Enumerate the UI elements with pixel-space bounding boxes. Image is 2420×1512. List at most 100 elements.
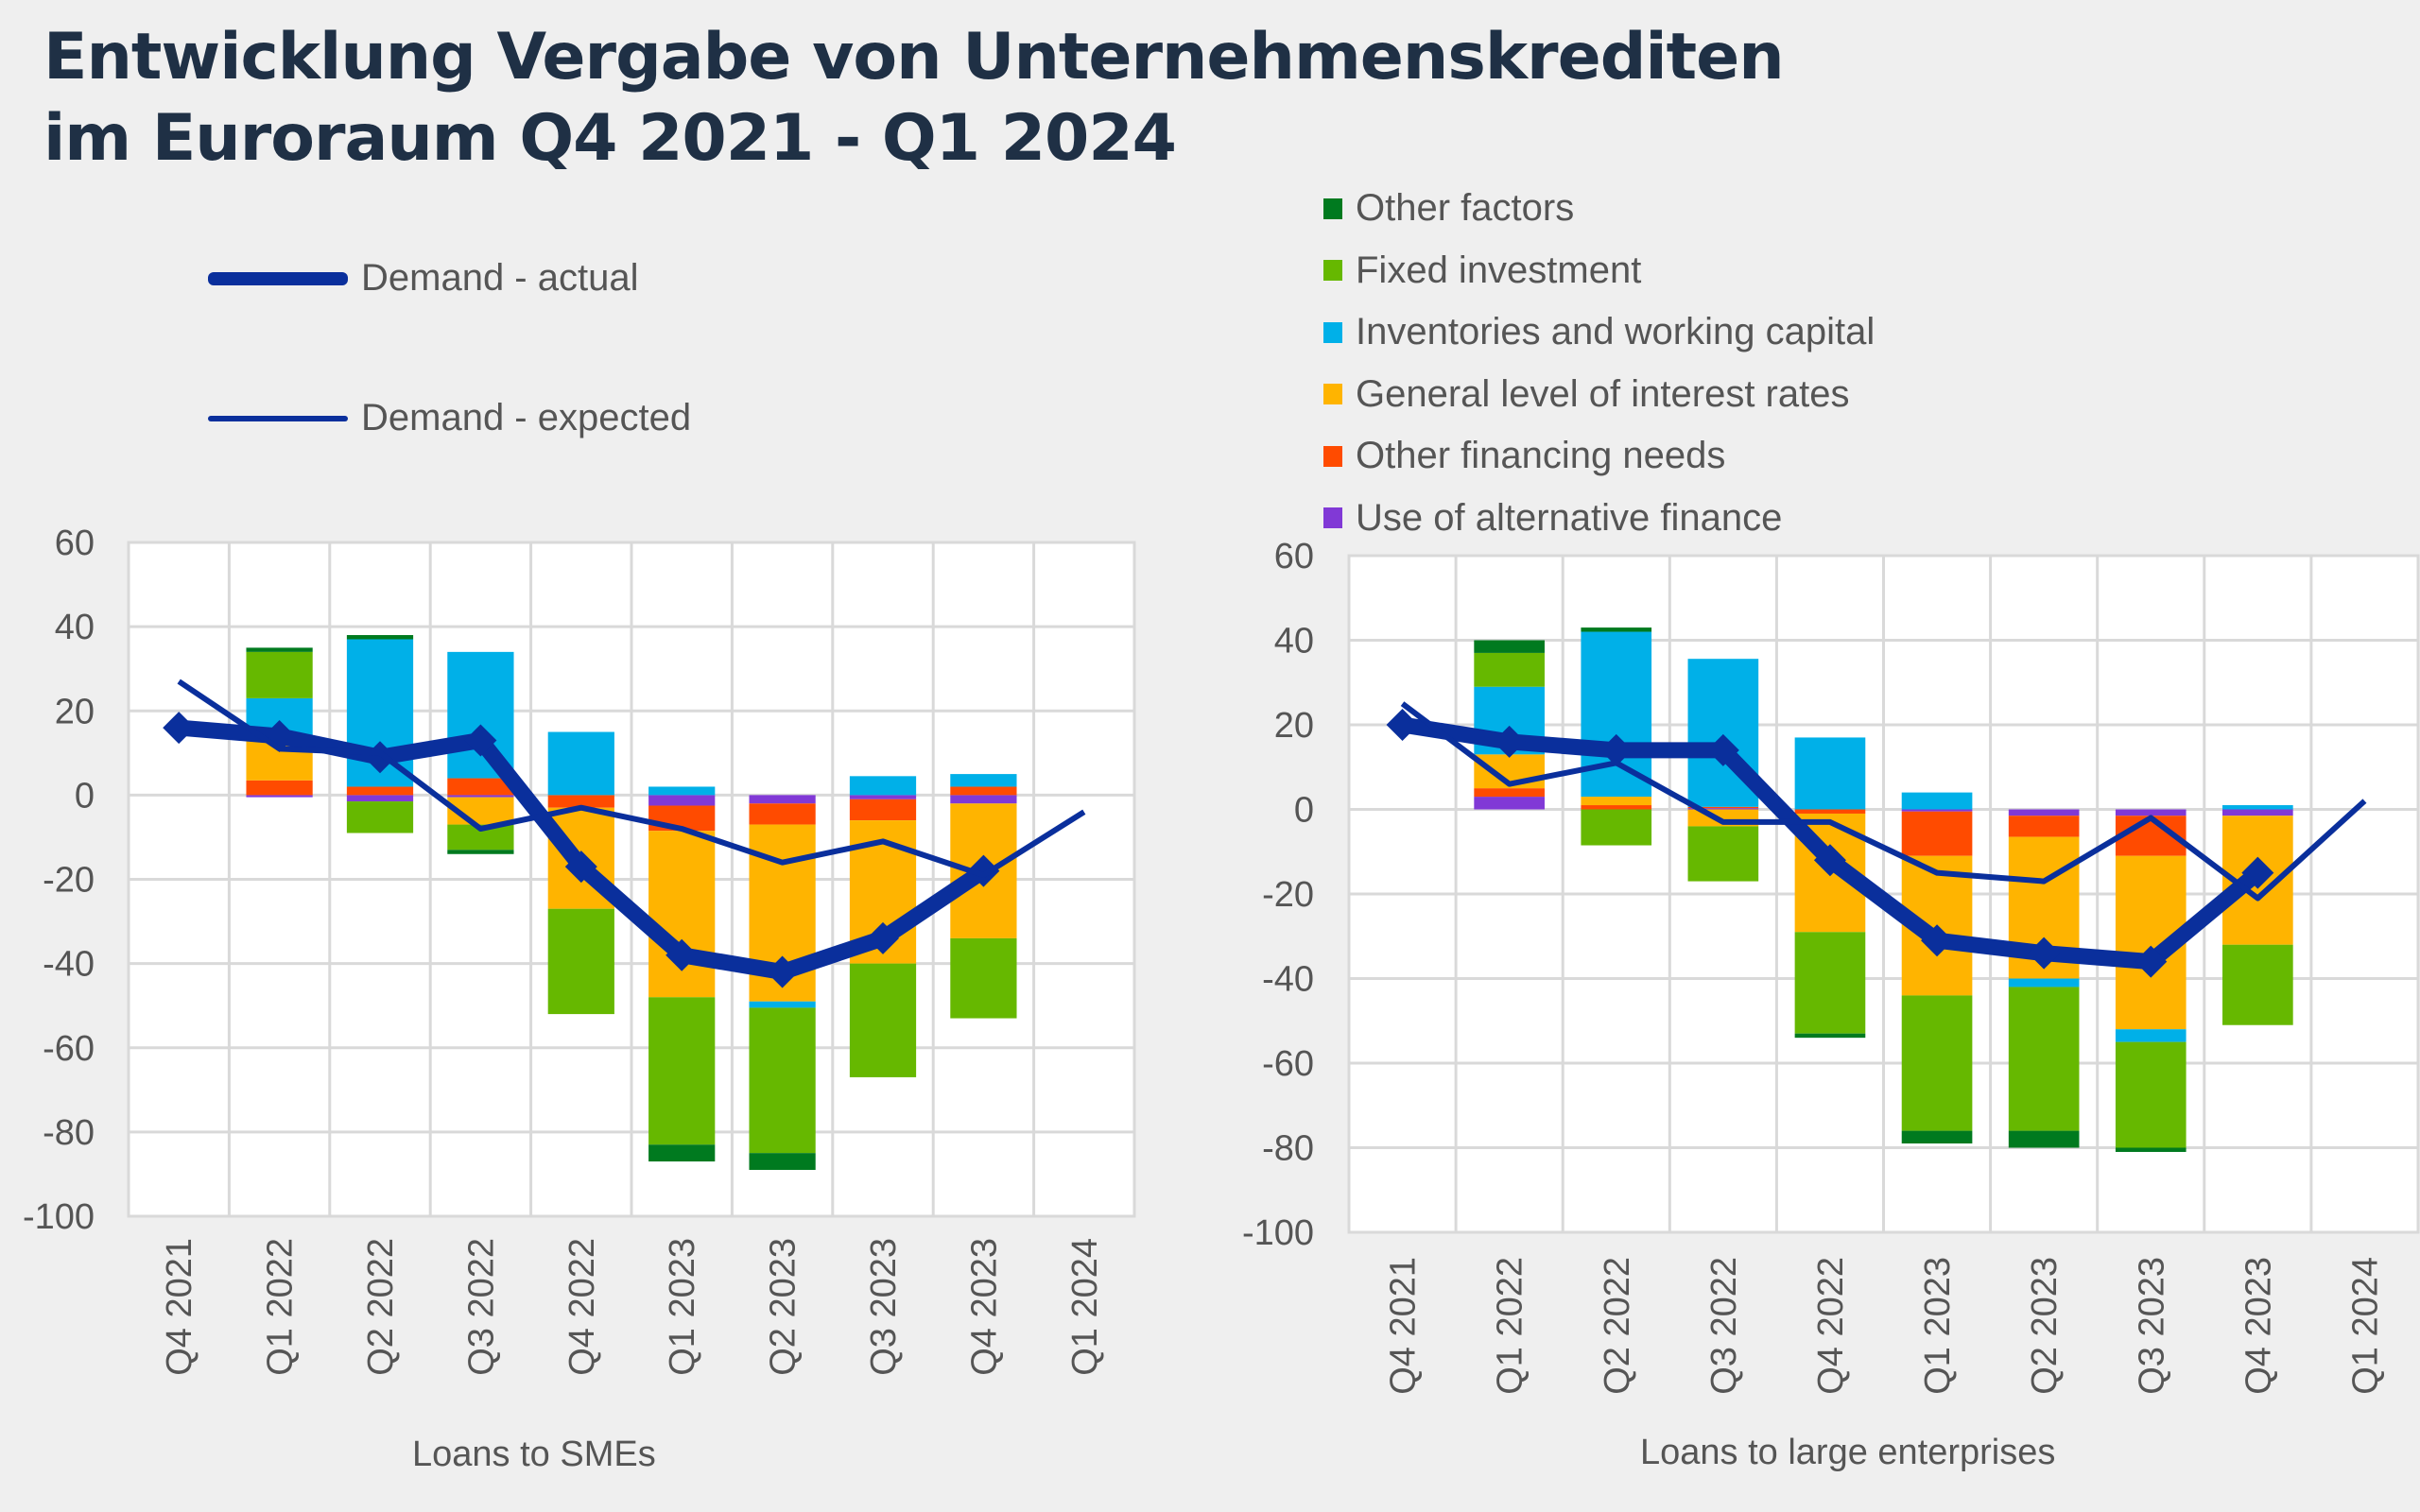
sme-x-tick-label: Q1 2023	[663, 1238, 702, 1376]
large-bar-segment-alt_finance	[2115, 809, 2187, 816]
legend-label: Fixed investment	[1356, 249, 1642, 291]
legend-item-fixed_investment: Fixed investment	[1323, 249, 1641, 292]
large-x-tick-label: Q3 2023	[2132, 1257, 2171, 1395]
large-bar-segment-other_factors	[1794, 1033, 1866, 1039]
sme-bar-segment-fixed_investment	[648, 997, 716, 1145]
large-bar-segment-fixed_investment	[1474, 652, 1545, 687]
large-bar-segment-other_financing	[1687, 806, 1759, 809]
legend-item-interest_rates: General level of interest rates	[1323, 373, 1849, 416]
large-line-demand-expected	[1400, 701, 2367, 902]
sme-y-tick-label: -60	[43, 1029, 95, 1069]
legend-swatch-icon	[1323, 445, 1342, 467]
legend-demand-actual: Demand - actual	[208, 257, 638, 300]
large-bar-segment-other_financing	[2008, 816, 2080, 837]
sme-marker-demand-actual	[766, 955, 799, 988]
sme-bar-segment-alt_finance	[346, 795, 414, 802]
sme-bar-segment-other_factors	[447, 850, 514, 854]
sme-bar-segment-alt_finance	[246, 795, 313, 798]
legend-item-other_factors: Other factors	[1323, 187, 1574, 230]
large-y-tick-label: -40	[1262, 960, 1314, 1000]
large-bar-segment-other_factors	[2115, 1147, 2187, 1152]
sme-bar-segment-alt_finance	[648, 795, 716, 806]
sme-x-tick-label: Q4 2023	[964, 1238, 1004, 1376]
large-y-tick-label: 0	[1294, 791, 1314, 831]
large-marker-demand-actual	[1493, 725, 1526, 758]
large-bar-segment-fixed_investment	[1901, 995, 1973, 1131]
legend-label: Inventories and working capital	[1356, 311, 1876, 352]
large-marker-demand-actual	[1599, 733, 1633, 766]
large-bar-segment-inventories	[1581, 631, 1652, 798]
large-bar-segment-fixed_investment	[2115, 1041, 2187, 1148]
large-bar-segment-inventories	[1901, 792, 1973, 810]
large-marker-demand-actual	[2135, 945, 2168, 978]
sme-bar-segment-alt_finance	[950, 795, 1017, 804]
sme-y-tick-label: 0	[75, 776, 95, 816]
legend-swatch-icon	[1323, 507, 1342, 528]
sme-bar-segment-other_factors	[749, 1153, 816, 1170]
sme-marker-demand-actual	[464, 724, 497, 757]
legend-swatch-icon	[1323, 384, 1342, 404]
sme-bar-segment-other_financing	[950, 786, 1017, 796]
legend-label: General level of interest rates	[1356, 372, 1850, 415]
legend-label: Demand - expected	[361, 397, 692, 438]
sme-marker-demand-actual	[666, 938, 699, 971]
large-bar-segment-fixed_investment	[2008, 987, 2080, 1131]
thin-line-swatch-icon	[208, 415, 348, 421]
sme-bar-segment-other_financing	[447, 778, 514, 796]
legend-label: Use of alternative finance	[1356, 496, 1783, 539]
sme-bar-segment-other_factors	[246, 647, 313, 652]
sme-bar-segment-inventories	[648, 786, 716, 796]
large-bar-segment-fixed_investment	[1581, 809, 1652, 846]
legend-swatch-icon	[1323, 260, 1342, 281]
legend-label: Other financing needs	[1356, 435, 1726, 476]
large-bar-segment-inventories	[2115, 1029, 2187, 1042]
large-bar-segment-other_financing	[1474, 788, 1545, 798]
sme-bar-segment-other_financing	[849, 799, 917, 821]
sme-x-tick-label: Q1 2022	[261, 1238, 301, 1376]
large-bar-segment-other_factors	[2008, 1130, 2080, 1148]
sme-y-tick-label: 20	[55, 692, 95, 731]
x-axis-title-smes: Loans to SMEs	[412, 1435, 656, 1474]
sme-bar-segment-inventories	[950, 774, 1017, 787]
large-y-tick-label: 40	[1274, 622, 1314, 662]
large-bar-segment-other_financing	[1901, 811, 1973, 856]
legend-label: Demand - actual	[361, 257, 639, 299]
large-x-tick-label: Q4 2022	[1811, 1257, 1851, 1395]
sme-bar-segment-other_financing	[547, 795, 614, 808]
x-axis-title-large: Loans to large enterprises	[1640, 1433, 2056, 1472]
large-y-tick-label: 60	[1274, 537, 1314, 576]
sme-bar-segment-other_factors	[648, 1144, 716, 1162]
sme-bar-segment-alt_finance	[447, 795, 514, 798]
large-bar-segment-alt_finance	[1474, 797, 1545, 810]
legend-label: Other factors	[1356, 187, 1575, 229]
sme-bar-segment-inventories	[849, 776, 917, 796]
large-marker-demand-actual	[1921, 924, 1954, 957]
sme-bar-segment-other_financing	[749, 803, 816, 825]
sme-marker-demand-actual	[867, 921, 899, 954]
sme-bar-segment-other_financing	[246, 780, 313, 796]
page-title: Entwicklung Vergabe von Unternehmenskred…	[43, 17, 1785, 180]
sme-marker-demand-actual	[564, 850, 597, 884]
large-marker-demand-actual	[1706, 733, 1739, 766]
large-y-tick-label: -20	[1262, 875, 1314, 915]
large-y-tick-label: -100	[1242, 1213, 1314, 1253]
sme-x-tick-label: Q2 2023	[764, 1238, 804, 1376]
large-bar-segment-fixed_investment	[2222, 944, 2293, 1025]
thick-line-swatch-icon	[208, 271, 348, 285]
large-bar-segment-other_factors	[1901, 1130, 1973, 1144]
large-y-tick-label: -60	[1262, 1044, 1314, 1084]
large-bar-segment-alt_finance	[1901, 809, 1973, 812]
large-x-tick-label: Q1 2022	[1491, 1257, 1530, 1395]
large-x-tick-label: Q1 2024	[2345, 1257, 2385, 1395]
title-line-2: im Euroraum Q4 2021 - Q1 2024	[43, 101, 1177, 176]
large-marker-demand-actual	[1386, 709, 1419, 741]
sme-bar-segment-alt_finance	[749, 795, 816, 804]
sme-bar-segment-fixed_investment	[950, 937, 1017, 1019]
large-x-tick-label: Q1 2023	[1918, 1257, 1958, 1395]
sme-y-tick-label: 60	[55, 524, 95, 563]
sme-x-tick-label: Q3 2022	[461, 1238, 501, 1376]
large-x-tick-label: Q4 2021	[1384, 1257, 1424, 1395]
large-x-tick-label: Q4 2023	[2238, 1257, 2278, 1395]
legend-item-inventories: Inventories and working capital	[1323, 311, 1875, 353]
